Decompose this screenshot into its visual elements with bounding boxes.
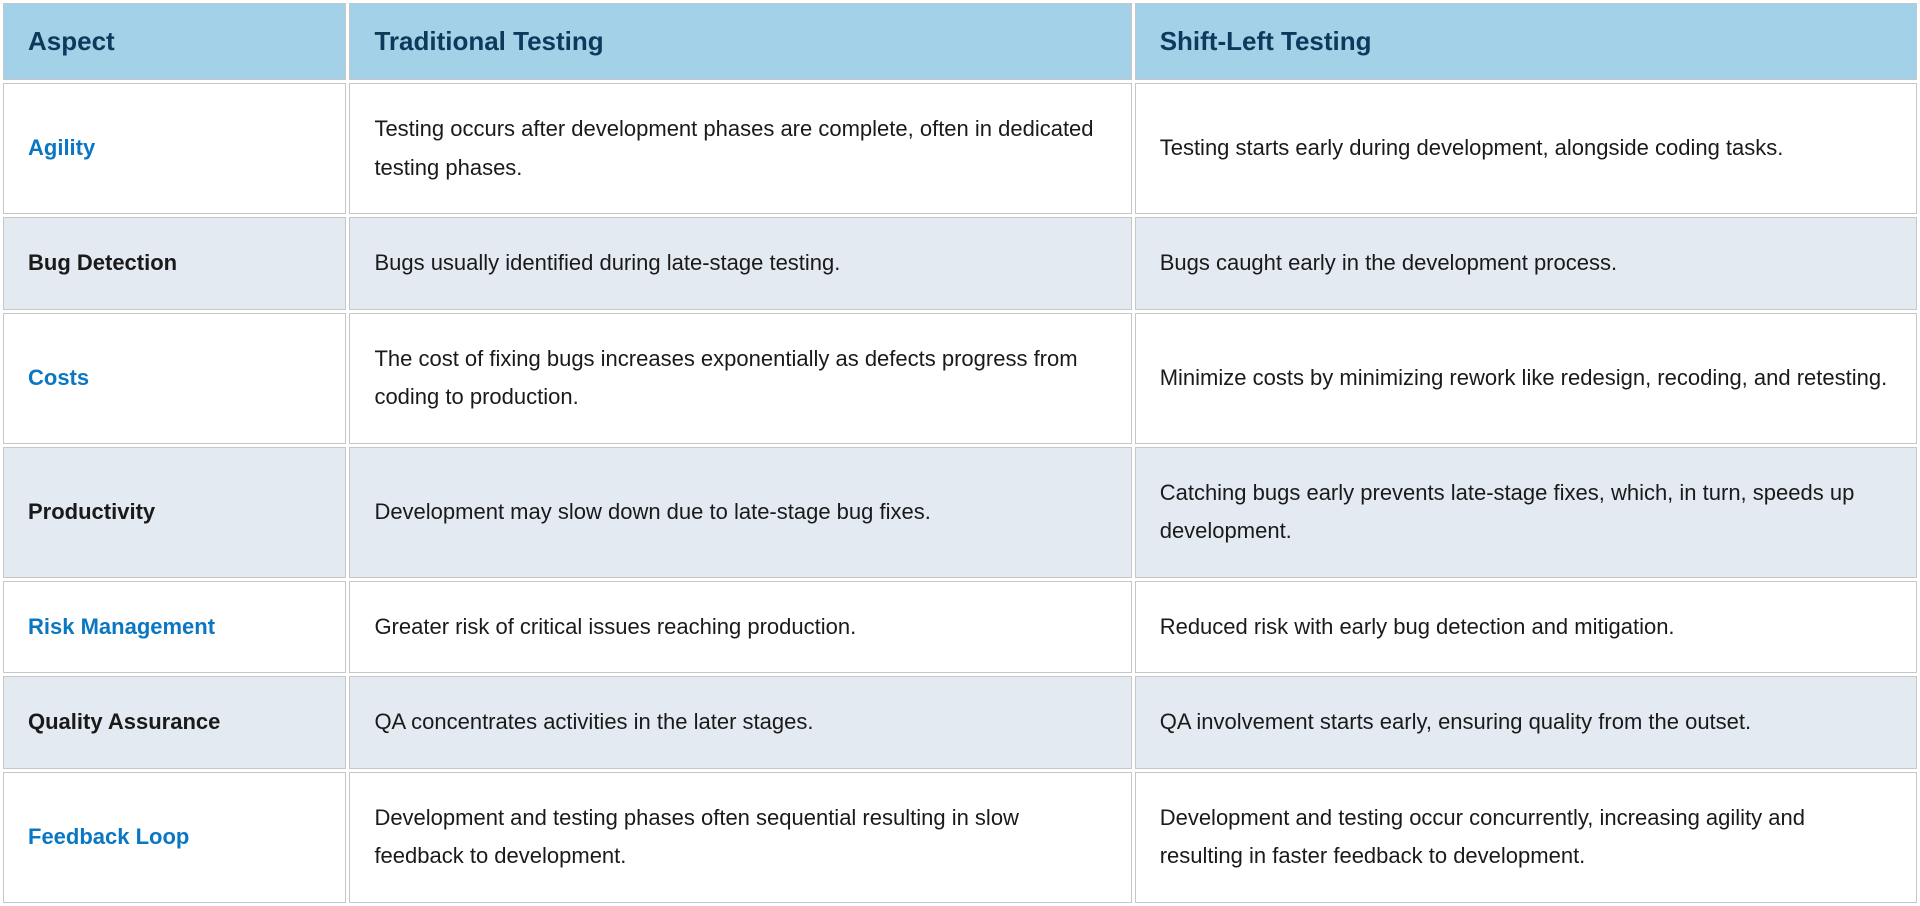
aspect-cell: Quality Assurance (3, 676, 346, 769)
column-header-aspect: Aspect (3, 3, 346, 80)
aspect-cell[interactable]: Agility (3, 83, 346, 214)
table-row: Risk ManagementGreater risk of critical … (3, 581, 1917, 674)
traditional-cell: Greater risk of critical issues reaching… (349, 581, 1131, 674)
shiftleft-cell: Development and testing occur concurrent… (1135, 772, 1917, 903)
traditional-cell: Testing occurs after development phases … (349, 83, 1131, 214)
column-header-traditional: Traditional Testing (349, 3, 1131, 80)
table-header-row: Aspect Traditional Testing Shift-Left Te… (3, 3, 1917, 80)
shiftleft-cell: QA involvement starts early, ensuring qu… (1135, 676, 1917, 769)
aspect-cell[interactable]: Costs (3, 313, 346, 444)
traditional-cell: Development may slow down due to late-st… (349, 447, 1131, 578)
shiftleft-cell: Testing starts early during development,… (1135, 83, 1917, 214)
traditional-cell: Development and testing phases often seq… (349, 772, 1131, 903)
column-header-shiftleft: Shift-Left Testing (1135, 3, 1917, 80)
table-row: Feedback LoopDevelopment and testing pha… (3, 772, 1917, 903)
traditional-cell: Bugs usually identified during late-stag… (349, 217, 1131, 310)
traditional-cell: The cost of fixing bugs increases expone… (349, 313, 1131, 444)
aspect-cell[interactable]: Risk Management (3, 581, 346, 674)
table-body: AgilityTesting occurs after development … (3, 83, 1917, 903)
table-row: Quality AssuranceQA concentrates activit… (3, 676, 1917, 769)
aspect-cell: Bug Detection (3, 217, 346, 310)
table-row: AgilityTesting occurs after development … (3, 83, 1917, 214)
aspect-cell: Productivity (3, 447, 346, 578)
shiftleft-cell: Reduced risk with early bug detection an… (1135, 581, 1917, 674)
aspect-cell[interactable]: Feedback Loop (3, 772, 346, 903)
shiftleft-cell: Catching bugs early prevents late-stage … (1135, 447, 1917, 578)
traditional-cell: QA concentrates activities in the later … (349, 676, 1131, 769)
table-row: Bug DetectionBugs usually identified dur… (3, 217, 1917, 310)
table-row: CostsThe cost of fixing bugs increases e… (3, 313, 1917, 444)
shiftleft-cell: Bugs caught early in the development pro… (1135, 217, 1917, 310)
table-row: ProductivityDevelopment may slow down du… (3, 447, 1917, 578)
shiftleft-cell: Minimize costs by minimizing rework like… (1135, 313, 1917, 444)
comparison-table: Aspect Traditional Testing Shift-Left Te… (0, 0, 1920, 906)
